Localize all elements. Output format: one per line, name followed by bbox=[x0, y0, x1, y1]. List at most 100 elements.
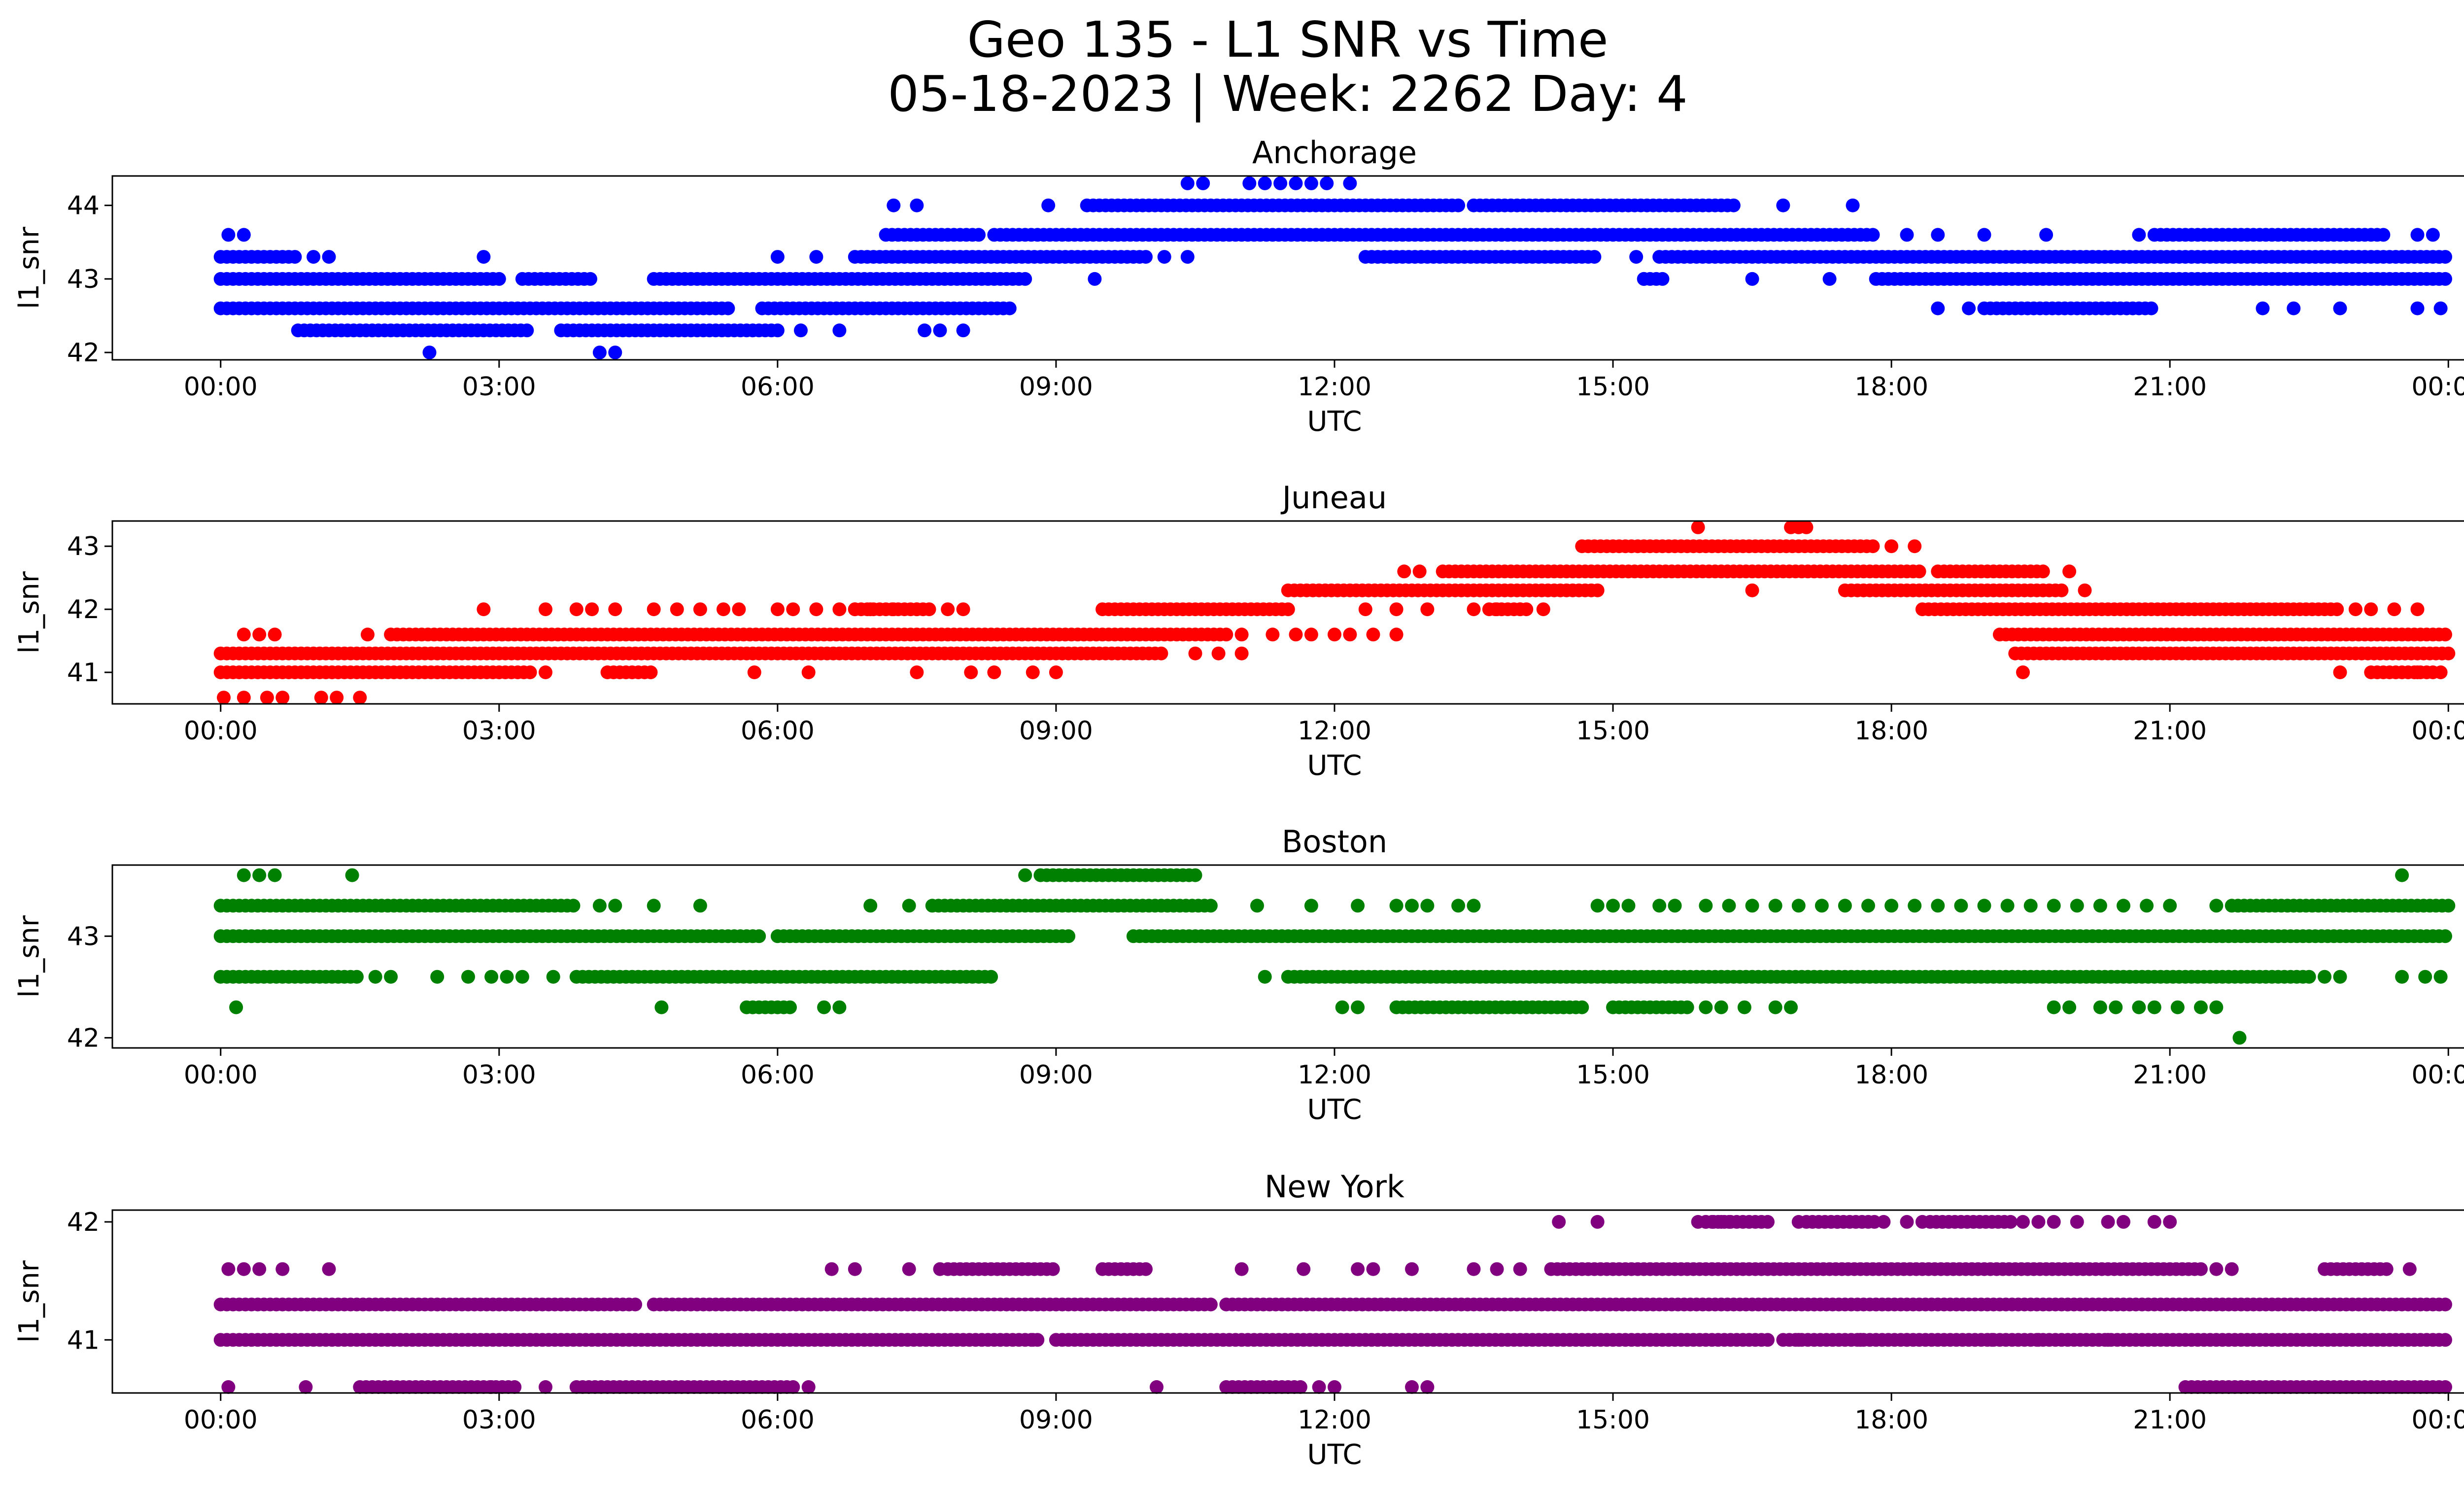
data-point bbox=[1397, 564, 1411, 579]
data-point bbox=[2438, 250, 2452, 264]
data-point bbox=[1915, 1215, 1929, 1229]
data-point bbox=[1289, 627, 1303, 642]
data-point bbox=[809, 602, 823, 617]
data-point bbox=[585, 602, 599, 617]
data-point bbox=[2379, 1262, 2394, 1276]
x-tick-label: 00:00 bbox=[184, 1405, 258, 1435]
data-point bbox=[1405, 1380, 1419, 1394]
data-point bbox=[1900, 228, 1914, 242]
data-point bbox=[1180, 250, 1195, 264]
panel-boston: 00:00 03:00 06:00 09:00 12:00 15:00 18:00 21:00… bbox=[13, 824, 2464, 1126]
data-point bbox=[801, 665, 816, 679]
data-point bbox=[1328, 1380, 1341, 1394]
data-point bbox=[477, 250, 491, 264]
data-point bbox=[2194, 1262, 2208, 1276]
x-tick-label: 21:00 bbox=[2133, 1405, 2207, 1435]
data-point bbox=[832, 323, 847, 338]
data-point bbox=[1389, 602, 1403, 617]
data-point bbox=[964, 665, 978, 679]
x-tick-label: 00:00 bbox=[2411, 1405, 2464, 1435]
data-point bbox=[2132, 1000, 2146, 1014]
data-point bbox=[2418, 970, 2432, 984]
data-point bbox=[2000, 899, 2015, 913]
data-point bbox=[2209, 1000, 2224, 1014]
data-point bbox=[1722, 899, 1736, 913]
data-point bbox=[2070, 899, 2084, 913]
data-point bbox=[1304, 627, 1318, 642]
data-point bbox=[1884, 539, 1899, 554]
data-point bbox=[647, 602, 661, 617]
data-point bbox=[1552, 1215, 1566, 1229]
data-point bbox=[2376, 228, 2391, 242]
data-point bbox=[1335, 1000, 1349, 1014]
data-point bbox=[1297, 1262, 1311, 1276]
data-point bbox=[322, 1262, 336, 1276]
data-point bbox=[2395, 970, 2409, 984]
data-point bbox=[1726, 198, 1741, 212]
data-point bbox=[592, 899, 607, 913]
data-point bbox=[794, 323, 808, 338]
data-point bbox=[1877, 1215, 1891, 1229]
data-point bbox=[693, 602, 707, 617]
data-point bbox=[1962, 301, 1976, 315]
data-point bbox=[350, 970, 364, 984]
data-point bbox=[1366, 1262, 1380, 1276]
data-point bbox=[2031, 1215, 2046, 1229]
data-point bbox=[1866, 228, 1880, 242]
data-point bbox=[237, 228, 251, 242]
x-tick-label: 12:00 bbox=[1298, 372, 1371, 402]
data-point bbox=[2402, 1262, 2417, 1276]
data-point bbox=[2426, 665, 2440, 679]
data-point bbox=[752, 929, 766, 943]
x-tick-label: 03:00 bbox=[462, 716, 536, 746]
x-tick-label: 00:00 bbox=[184, 1060, 258, 1090]
data-point bbox=[1420, 1380, 1435, 1394]
data-point bbox=[229, 1000, 243, 1014]
data-point bbox=[770, 323, 785, 338]
data-point bbox=[1049, 665, 1063, 679]
data-point bbox=[1776, 198, 1790, 212]
data-point bbox=[1761, 1215, 1775, 1229]
data-point bbox=[1680, 1000, 1694, 1014]
panel-anchorage: 00:00 03:00 06:00 09:00 12:00 15:00 18:00 21:00… bbox=[13, 135, 2464, 438]
data-point bbox=[2364, 602, 2378, 617]
data-point bbox=[1931, 228, 1945, 242]
y-tick-label: 43 bbox=[67, 922, 100, 951]
data-point bbox=[1655, 272, 1670, 286]
panel-juneau: 00:00 03:00 06:00 09:00 12:00 15:00 18:00 21:00… bbox=[13, 480, 2464, 782]
data-point bbox=[1629, 250, 1643, 264]
x-tick-label: 00:00 bbox=[2411, 372, 2464, 402]
data-point bbox=[1722, 1215, 1736, 1229]
data-point bbox=[1908, 899, 1922, 913]
data-point bbox=[832, 1000, 847, 1014]
data-point bbox=[288, 250, 302, 264]
data-point bbox=[252, 868, 267, 882]
data-point bbox=[477, 602, 491, 617]
data-point bbox=[654, 1000, 669, 1014]
data-point bbox=[1234, 627, 1249, 642]
data-point bbox=[2163, 899, 2177, 913]
data-point bbox=[515, 970, 529, 984]
data-point bbox=[972, 228, 986, 242]
data-point bbox=[1046, 1262, 1060, 1276]
data-point bbox=[956, 602, 970, 617]
data-point bbox=[307, 250, 321, 264]
data-point bbox=[2163, 1215, 2177, 1229]
data-point bbox=[1258, 176, 1272, 190]
data-point bbox=[2441, 646, 2456, 661]
data-point bbox=[520, 323, 534, 338]
data-point bbox=[2170, 1000, 2185, 1014]
data-point bbox=[1652, 899, 1667, 913]
x-tick-label: 09:00 bbox=[1019, 372, 1093, 402]
panel-title: Boston bbox=[1282, 824, 1387, 860]
data-point bbox=[693, 899, 707, 913]
data-point bbox=[2016, 665, 2030, 679]
data-point bbox=[430, 970, 445, 984]
data-point bbox=[252, 1262, 267, 1276]
data-point bbox=[2003, 1215, 2018, 1229]
data-point bbox=[1977, 228, 1991, 242]
data-point bbox=[786, 602, 800, 617]
data-point bbox=[1018, 868, 1032, 882]
data-point bbox=[1931, 899, 1945, 913]
data-point bbox=[1931, 301, 1945, 315]
